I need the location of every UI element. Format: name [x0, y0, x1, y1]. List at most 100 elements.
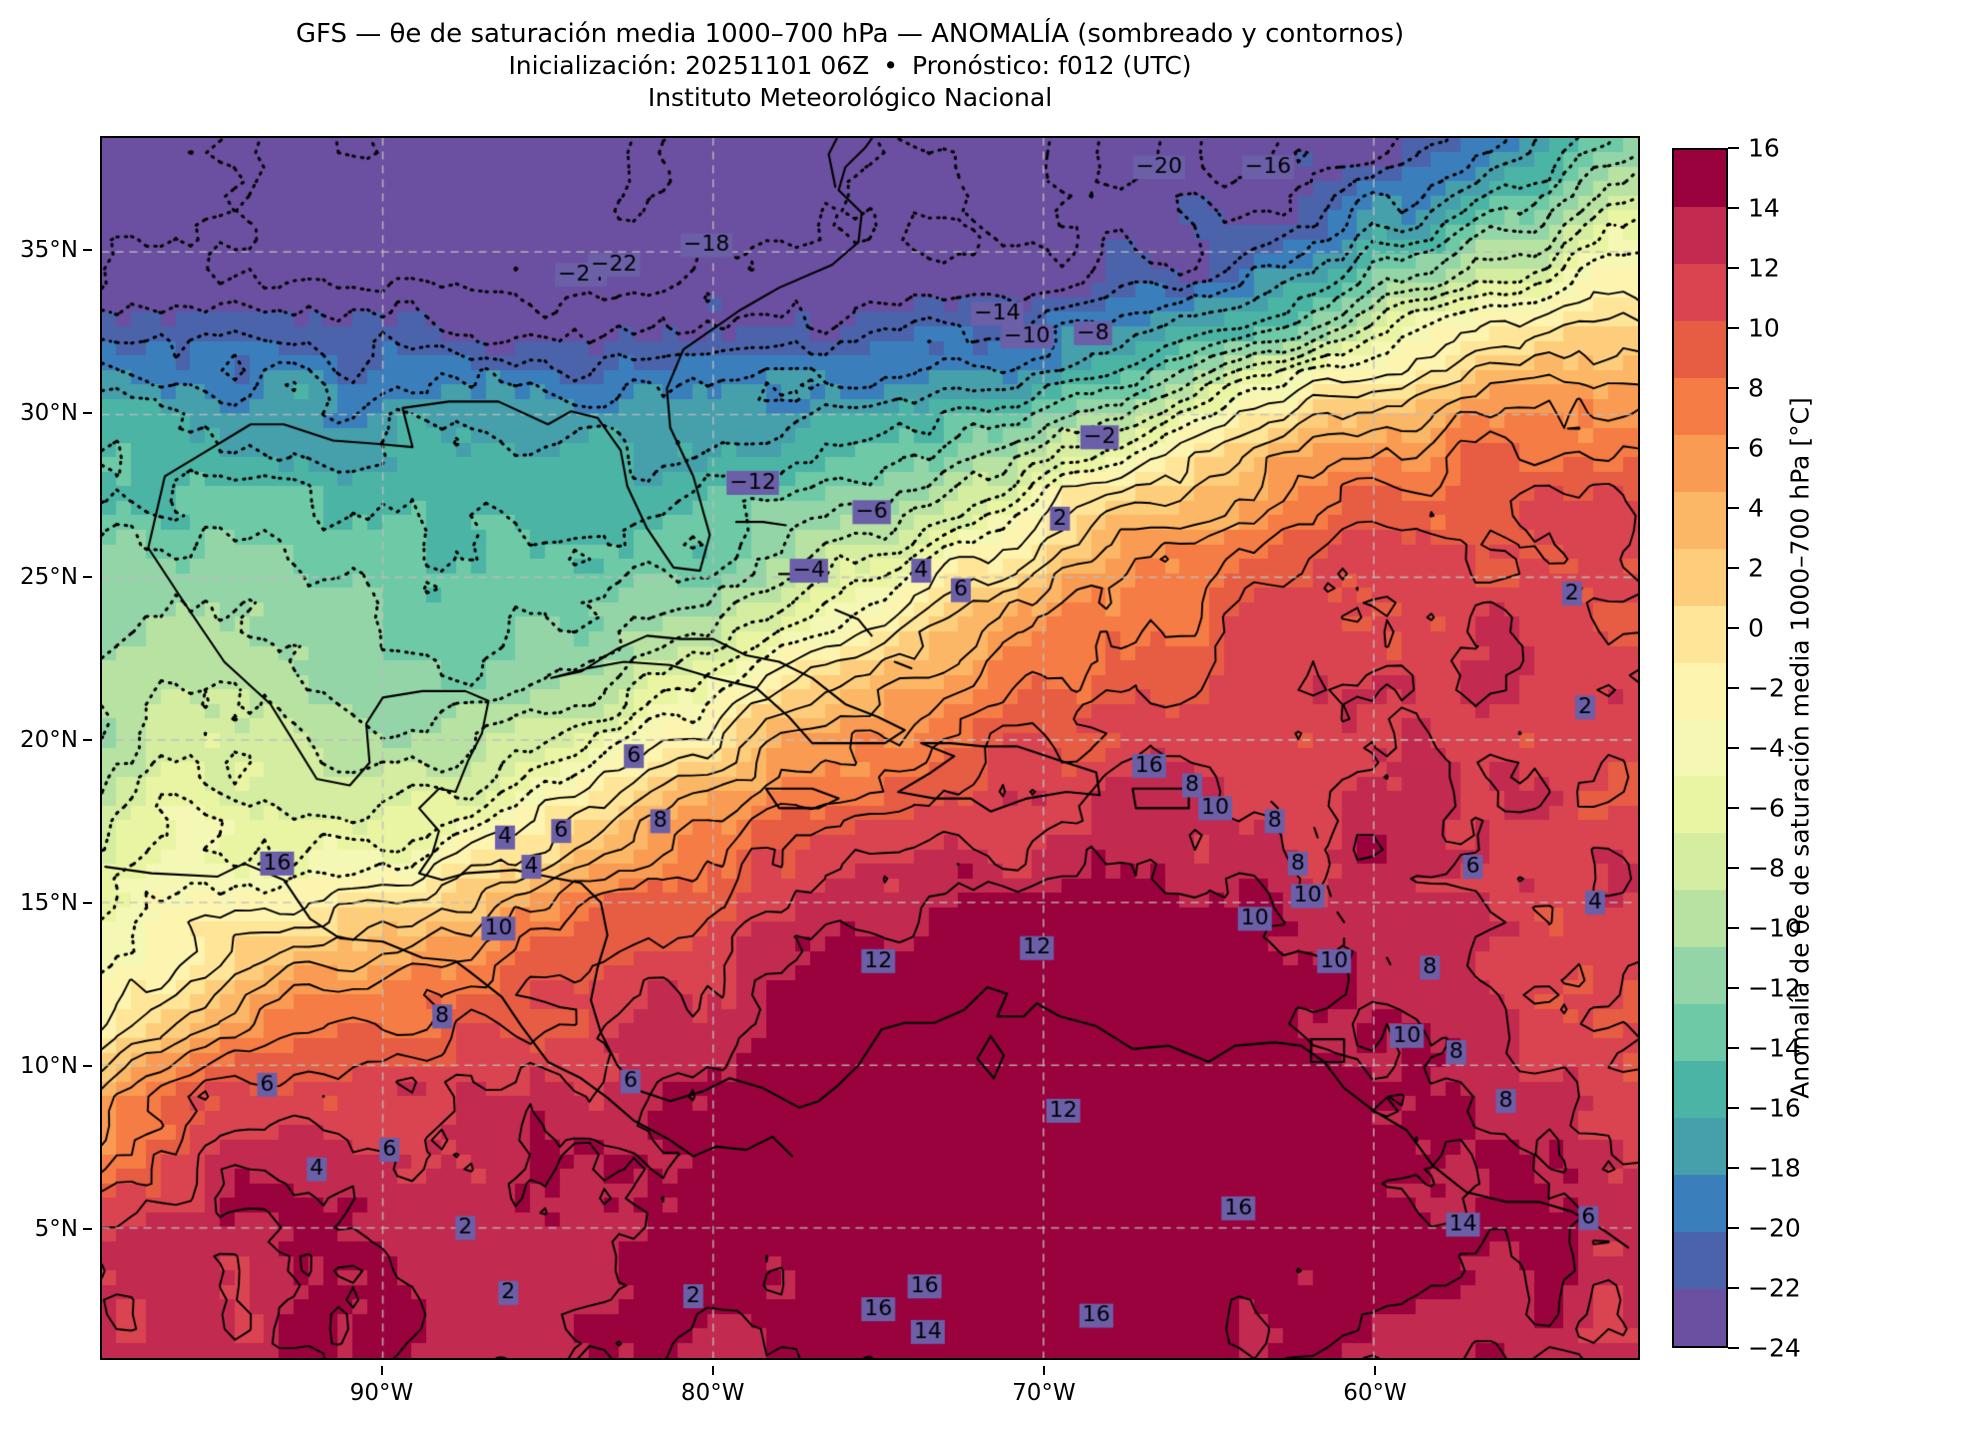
- longitude-axis: 90°W 80°W 70°W 60°W: [100, 1366, 1640, 1406]
- colorbar-swatch: [1674, 150, 1726, 207]
- latitude-tick-label: 20°N: [20, 726, 78, 753]
- colorbar-swatch: [1674, 1175, 1726, 1233]
- colorbar-tick-labels: 16 14 12 10 8 6 4 2 0 −2 −4 −6 −8 −10 −12 −14 −16 −18 −20 −…: [1728, 134, 1848, 1363]
- colorbar-swatch: [1674, 491, 1726, 549]
- colorbar-swatch: [1674, 719, 1726, 777]
- colorbar-tick-label: −22: [1748, 1273, 1801, 1303]
- colorbar-tick-mark: [1728, 1047, 1739, 1049]
- colorbar-tick-label: −6: [1748, 793, 1785, 823]
- colorbar-swatch: [1674, 1061, 1726, 1119]
- colorbar-swatch: [1674, 1118, 1726, 1176]
- latitude-tick-label: 10°N: [20, 1053, 78, 1080]
- colorbar-tick-mark: [1728, 447, 1739, 449]
- colorbar-swatch: [1674, 1289, 1726, 1347]
- longitude-tick-label: 70°W: [1012, 1380, 1076, 1406]
- title-bullet-separator: •: [883, 51, 899, 80]
- title-init: Inicialización: 20251101 06Z: [508, 51, 870, 80]
- longitude-tick-mark: [380, 1366, 383, 1375]
- longitude-tick-label: 60°W: [1343, 1380, 1407, 1406]
- colorbar-tick-mark: [1728, 507, 1739, 509]
- colorbar-tick-label: −8: [1748, 853, 1785, 883]
- colorbar-swatch: [1674, 605, 1726, 663]
- latitude-tick-mark: [83, 575, 92, 578]
- colorbar-tick-mark: [1728, 1227, 1739, 1229]
- colorbar-swatch: [1674, 833, 1726, 891]
- colorbar-tick-mark: [1728, 1347, 1739, 1349]
- latitude-tick-mark: [83, 902, 92, 905]
- latitude-tick-mark: [83, 1065, 92, 1068]
- longitude-tick-mark: [711, 1366, 714, 1375]
- colorbar-tick-label: −20: [1748, 1213, 1801, 1243]
- colorbar-swatch: [1674, 890, 1726, 948]
- title-line-run: Inicialización: 20251101 06Z • Pronóstico:…: [0, 50, 1700, 82]
- colorbar[interactable]: [1672, 148, 1728, 1348]
- colorbar-tick-mark: [1728, 387, 1739, 389]
- colorbar-tick-mark: [1728, 687, 1739, 689]
- map-plot-area[interactable]: [100, 136, 1640, 1360]
- colorbar-tick-mark: [1728, 567, 1739, 569]
- latitude-tick-label: 15°N: [20, 890, 78, 917]
- colorbar-swatch: [1674, 776, 1726, 834]
- colorbar-tick-label: −16: [1748, 1093, 1801, 1123]
- colorbar-swatch: [1674, 662, 1726, 720]
- colorbar-tick-mark: [1728, 627, 1739, 629]
- colorbar-tick-label: 12: [1748, 253, 1780, 283]
- longitude-tick-label: 90°W: [349, 1380, 414, 1406]
- figure-title-block: GFS — θe de saturación media 1000–700 hP…: [0, 18, 1700, 114]
- colorbar-tick-label: −24: [1748, 1333, 1801, 1363]
- latitude-tick-label: 30°N: [20, 400, 78, 427]
- latitude-tick-label: 35°N: [20, 237, 78, 264]
- longitude-tick-mark: [1042, 1366, 1045, 1375]
- longitude-tick-label: 80°W: [680, 1380, 745, 1406]
- colorbar-tick-label: 4: [1748, 493, 1764, 523]
- latitude-tick-mark: [83, 412, 92, 415]
- colorbar-tick-label: 16: [1748, 133, 1780, 163]
- colorbar-tick-mark: [1728, 147, 1739, 149]
- colorbar-tick-mark: [1728, 807, 1739, 809]
- colorbar-swatch: [1674, 548, 1726, 606]
- longitude-tick-mark: [1374, 1366, 1377, 1375]
- latitude-tick-mark: [83, 1228, 92, 1231]
- colorbar-tick-label: −12: [1748, 973, 1801, 1003]
- title-forecast: Pronóstico: f012 (UTC): [912, 51, 1192, 80]
- colorbar-tick-label: −10: [1748, 913, 1801, 943]
- latitude-tick-label: 5°N: [34, 1216, 78, 1243]
- colorbar-tick-mark: [1728, 327, 1739, 329]
- colorbar-tick-mark: [1728, 1287, 1739, 1289]
- colorbar-swatch: [1674, 1232, 1726, 1290]
- title-line-main: GFS — θe de saturación media 1000–700 hP…: [295, 19, 1405, 49]
- colorbar-tick-label: −4: [1748, 733, 1785, 763]
- colorbar-tick-label: −14: [1748, 1033, 1801, 1063]
- latitude-tick-mark: [83, 738, 92, 741]
- colorbar-tick-label: −18: [1748, 1153, 1801, 1183]
- colorbar-tick-mark: [1728, 867, 1739, 869]
- colorbar-swatch: [1674, 377, 1726, 435]
- latitude-tick-mark: [83, 249, 92, 252]
- colorbar-swatch: [1674, 320, 1726, 378]
- colorbar-swatch: [1674, 947, 1726, 1005]
- colorbar-tick-mark: [1728, 207, 1739, 209]
- colorbar-tick-mark: [1728, 747, 1739, 749]
- latitude-tick-label: 25°N: [20, 563, 78, 590]
- colorbar-swatch: [1674, 1004, 1726, 1062]
- anomaly-shading-canvas: [102, 138, 1638, 1358]
- colorbar-tick-mark: [1728, 267, 1739, 269]
- colorbar-tick-label: 8: [1748, 373, 1764, 403]
- colorbar-group[interactable]: 16 14 12 10 8 6 4 2 0 −2 −4 −6 −8 −10 −12 −14 −16 −18 −20 −…: [1672, 134, 1801, 1363]
- colorbar-tick-label: 6: [1748, 433, 1764, 463]
- colorbar-tick-label: 2: [1748, 553, 1764, 583]
- colorbar-tick-mark: [1728, 987, 1739, 989]
- colorbar-swatch: [1674, 434, 1726, 492]
- latitude-axis: 35°N 30°N 25°N 20°N 15°N 10°N 5°N: [0, 136, 92, 1360]
- colorbar-axis-label: Anomalía de θe de saturación media 1000–…: [1785, 397, 1815, 1099]
- colorbar-tick-label: 14: [1748, 193, 1780, 223]
- colorbar-tick-label: −2: [1748, 673, 1785, 703]
- colorbar-tick-label: 0: [1748, 613, 1764, 643]
- colorbar-tick-mark: [1728, 927, 1739, 929]
- colorbar-swatch: [1674, 206, 1726, 264]
- colorbar-tick-mark: [1728, 1167, 1739, 1169]
- colorbar-tick-label: 10: [1748, 313, 1780, 343]
- title-line-organization: Instituto Meteorológico Nacional: [647, 83, 1053, 112]
- colorbar-tick-mark: [1728, 1107, 1739, 1109]
- colorbar-swatch: [1674, 263, 1726, 321]
